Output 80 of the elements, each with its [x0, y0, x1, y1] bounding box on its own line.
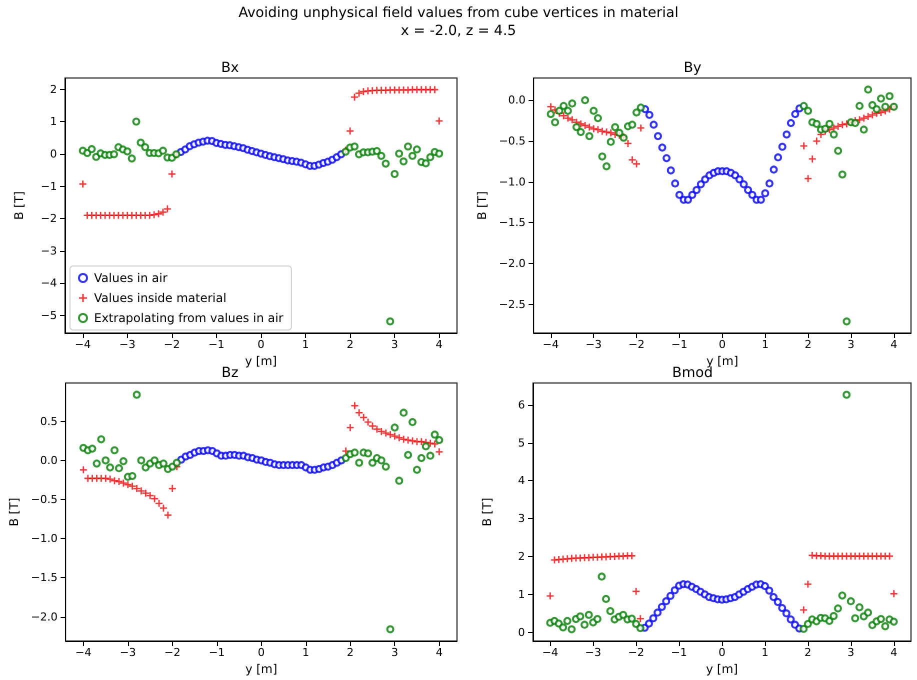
x-tick-label: −2 [164, 646, 180, 659]
x-tick-label: 1 [762, 338, 769, 351]
x-axis-title: y [m] [245, 662, 278, 676]
x-tick-label: 0 [718, 646, 726, 659]
x-tick-label: 2 [346, 646, 354, 659]
x-tick-label: −2 [628, 338, 645, 351]
x-axis-title: y [m] [706, 354, 738, 368]
y-axis-title: B [T] [475, 191, 489, 220]
y-tick-label: −1.0 [30, 532, 58, 546]
y-tick-label: −0.5 [30, 492, 58, 506]
text: x = -2.0, z = 4.5 [400, 22, 518, 40]
x-tick-label: 3 [847, 646, 854, 659]
x-axis-title: y [m] [245, 354, 277, 368]
x-tick-label: −4 [542, 646, 558, 659]
chart-title: Bx [221, 60, 239, 76]
x-tick-label: −4 [542, 338, 559, 351]
legend-label: Values in air [94, 271, 168, 285]
x-tick-label: 1 [302, 338, 310, 351]
x-tick-label: −1 [208, 646, 225, 659]
y-tick-label: 0.0 [40, 454, 58, 467]
y-tick-label: −1.0 [498, 175, 526, 188]
y-tick-label: −2 [40, 212, 57, 226]
x-tick-label: 3 [391, 338, 398, 351]
y-axis-title: B [T] [480, 498, 494, 526]
legend-label: Extrapolating from values in air [94, 311, 284, 325]
y-tick-label: 4 [518, 474, 525, 488]
x-tick-label: −4 [74, 338, 91, 351]
y-tick-label: 0.5 [40, 414, 58, 428]
chart-title: Bz [222, 365, 238, 381]
x-tick-label: −2 [628, 646, 644, 659]
y-tick-label: −3 [40, 244, 57, 258]
x-tick-label: 1 [761, 646, 768, 659]
x-tick-label: −3 [585, 646, 602, 659]
x-tick-label: −1 [208, 338, 225, 351]
x-tick-label: 4 [436, 338, 443, 351]
x-tick-label: −3 [119, 338, 136, 351]
y-tick-label: 3 [518, 512, 525, 526]
x-tick-label: −3 [120, 646, 136, 659]
y-tick-label: 0 [50, 147, 57, 160]
y-tick-label: 1 [518, 588, 525, 601]
y-tick-label: −2.0 [498, 256, 526, 270]
x-tick-label: 4 [890, 646, 898, 659]
y-tick-label: 0.0 [508, 94, 526, 107]
x-tick-label: 4 [436, 646, 443, 659]
x-tick-label: −2 [164, 338, 180, 351]
x-tick-label: 2 [346, 338, 354, 351]
y-tick-label: 5 [518, 436, 525, 450]
y-tick-label: −1.5 [30, 571, 58, 584]
x-tick-label: 2 [804, 338, 812, 351]
x-tick-label: 3 [847, 338, 854, 351]
chart-title: By [684, 60, 702, 76]
legend-label: Values inside material [94, 291, 226, 305]
y-tick-label: 1 [50, 115, 57, 128]
y-tick-label: 2 [50, 82, 57, 96]
y-tick-label: −2.5 [498, 298, 526, 311]
x-axis-title: y [m] [706, 662, 738, 676]
y-axis-title: B [T] [7, 498, 21, 526]
y-tick-label: 6 [518, 398, 525, 412]
y-tick-label: −5 [40, 309, 57, 322]
x-tick-label: 4 [890, 338, 898, 351]
y-tick-label: −2.0 [30, 610, 58, 624]
x-tick-label: −3 [586, 338, 602, 351]
y-tick-label: −1 [40, 180, 57, 193]
x-tick-label: 1 [302, 646, 310, 659]
x-tick-label: 0 [718, 338, 726, 351]
x-tick-label: 2 [804, 646, 812, 659]
x-tick-label: 3 [391, 646, 398, 659]
x-tick-label: −1 [670, 646, 688, 659]
y-tick-label: 2 [518, 550, 525, 564]
y-tick-label: 0 [518, 626, 525, 639]
chart-title: Bmod [672, 365, 713, 381]
y-tick-label: −4 [40, 276, 57, 290]
x-tick-label: 0 [258, 646, 265, 659]
y-tick-label: −1.5 [498, 216, 526, 230]
x-tick-label: −1 [671, 338, 688, 351]
x-tick-label: 0 [258, 338, 264, 351]
y-axis-title: B [T] [12, 191, 26, 220]
text: Avoiding unphysical field values from cube vertices in material [237, 4, 680, 22]
y-tick-label: −0.5 [498, 134, 526, 148]
x-tick-label: −4 [75, 646, 92, 659]
